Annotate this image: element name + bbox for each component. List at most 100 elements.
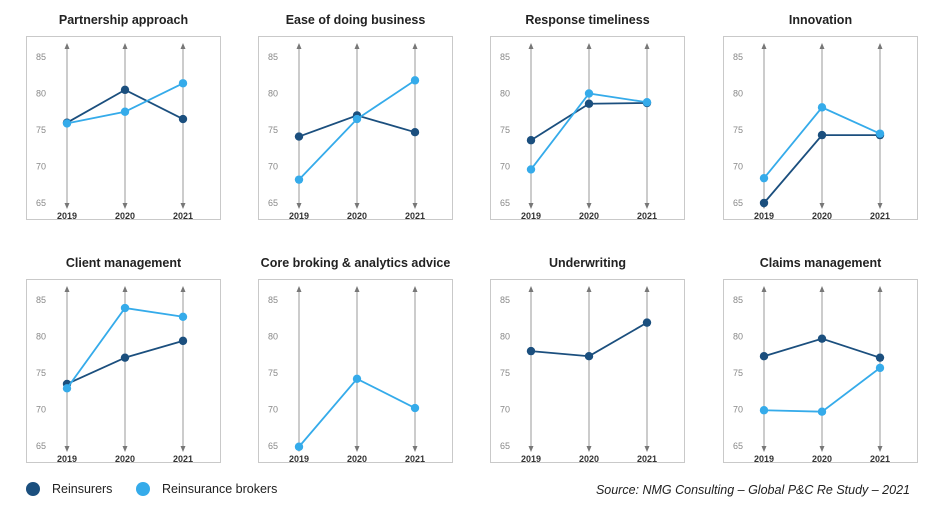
axis-arrow-down xyxy=(644,203,650,209)
data-point-reinsurance-brokers xyxy=(410,403,420,413)
axis-arrow-up xyxy=(64,286,70,292)
axis-arrow-up xyxy=(528,286,534,292)
axis-arrow-down xyxy=(412,446,418,452)
data-point-reinsurance-brokers xyxy=(584,89,594,98)
data-point-reinsurers xyxy=(817,130,827,140)
chart-panel-core-broking-and-analytics-advice: Core broking & analytics advice 65 70 75 80 8… xyxy=(256,253,455,464)
y-tick-label: 75 xyxy=(733,125,743,135)
y-tick-label: 85 xyxy=(500,295,510,305)
y-tick-label: 65 xyxy=(36,198,46,208)
chart-svg-claims-management: 65 70 75 80 85 2019 2020 2021 xyxy=(733,286,890,464)
x-tick-label: 2020 xyxy=(579,454,599,464)
axis-arrow-up xyxy=(122,286,128,292)
y-tick-label: 85 xyxy=(733,295,743,305)
y-tick-label: 65 xyxy=(36,441,46,451)
chart-title-innovation: Innovation xyxy=(788,13,853,27)
data-point-reinsurance-brokers xyxy=(759,173,769,183)
y-tick-label: 75 xyxy=(268,368,278,378)
axis-arrow-down xyxy=(296,203,302,209)
axis-arrow-up xyxy=(644,43,650,49)
x-tick-label: 2019 xyxy=(754,454,774,464)
axis-arrow-up xyxy=(412,286,418,292)
axis-arrow-up xyxy=(180,43,186,49)
axis-arrow-down xyxy=(819,446,825,452)
legend-brokers-label: Reinsurance brokers xyxy=(162,482,278,496)
axis-arrow-up xyxy=(296,43,302,49)
x-tick-label: 2019 xyxy=(754,211,774,221)
data-point-reinsurance-brokers xyxy=(526,165,536,174)
y-tick-label: 70 xyxy=(733,405,743,415)
chart-svg-innovation: 65 70 75 80 85 2019 2020 2021 xyxy=(733,43,890,221)
plot-area-innovation: 65 70 75 80 85 2019 2020 2021 xyxy=(723,36,918,221)
axis-arrow-up xyxy=(296,286,302,292)
x-tick-label: 2019 xyxy=(57,211,77,221)
data-point-reinsurers xyxy=(410,127,420,137)
y-tick-label: 70 xyxy=(36,162,46,172)
axis-arrow-up xyxy=(819,43,825,49)
chart-panel-partnership-approach: Partnership approach 65 70 75 80 85 2019 2020 20… xyxy=(24,10,223,221)
legend-brokers: Reinsurance brokers xyxy=(136,480,277,498)
y-tick-label: 65 xyxy=(268,441,278,451)
axis-arrow-down xyxy=(877,203,883,209)
axis-arrow-down xyxy=(64,203,70,209)
y-tick-label: 85 xyxy=(268,295,278,305)
y-tick-label: 80 xyxy=(36,89,46,99)
chart-title-response-timeliness: Response timeliness xyxy=(525,13,650,27)
axis-arrow-down xyxy=(819,203,825,209)
chart-svg-ease-of-doing-business: 65 70 75 80 85 2019 2020 2021 xyxy=(268,43,425,221)
data-point-reinsurance-brokers xyxy=(817,103,827,112)
y-tick-label: 75 xyxy=(36,125,46,135)
x-tick-label: 2020 xyxy=(115,454,135,464)
data-point-reinsurance-brokers xyxy=(294,442,304,451)
x-tick-label: 2021 xyxy=(637,454,657,464)
axis-arrow-down xyxy=(354,446,360,452)
y-tick-label: 65 xyxy=(733,441,743,451)
y-tick-label: 65 xyxy=(500,198,510,208)
chart-panel-client-management: Client management 65 70 75 80 85 2019 2020 2021 xyxy=(24,253,223,464)
data-point-reinsurance-brokers xyxy=(875,129,885,138)
axis-arrow-down xyxy=(64,446,70,452)
axis-arrow-up xyxy=(528,43,534,49)
chart-panel-innovation: Innovation 65 70 75 80 85 2019 2020 2021 xyxy=(721,10,920,221)
y-tick-label: 80 xyxy=(733,89,743,99)
axis-arrow-down xyxy=(761,446,767,452)
plot-area-core-broking-and-analytics-advice: 65 70 75 80 85 2019 2020 2021 xyxy=(258,279,453,464)
chart-title-ease-of-doing-business: Ease of doing business xyxy=(285,13,426,27)
x-tick-label: 2020 xyxy=(812,454,832,464)
chart-title-core-broking-and-analytics-advice: Core broking & analytics advice xyxy=(260,256,451,270)
data-point-reinsurers xyxy=(526,346,536,356)
y-tick-label: 80 xyxy=(268,89,278,99)
y-tick-label: 75 xyxy=(733,368,743,378)
legend-reinsurers: Reinsurers xyxy=(26,480,112,498)
plot-area-ease-of-doing-business: 65 70 75 80 85 2019 2020 2021 xyxy=(258,36,453,221)
data-point-reinsurers xyxy=(759,198,769,208)
data-point-reinsurance-brokers xyxy=(120,303,130,313)
data-point-reinsurance-brokers xyxy=(294,175,304,184)
y-tick-label: 85 xyxy=(500,52,510,62)
axis-arrow-up xyxy=(877,43,883,49)
axis-arrow-up xyxy=(122,43,128,49)
chart-panel-underwriting: Underwriting 65 70 75 80 85 2019 2020 2021 xyxy=(488,253,687,464)
axis-arrow-down xyxy=(122,203,128,209)
axis-arrow-up xyxy=(586,286,592,292)
x-tick-label: 2020 xyxy=(347,454,367,464)
x-tick-label: 2021 xyxy=(870,211,890,221)
y-tick-label: 70 xyxy=(268,162,278,172)
x-tick-label: 2019 xyxy=(521,454,541,464)
legend-reinsurers-marker xyxy=(26,482,40,496)
legend-brokers-marker xyxy=(136,482,150,496)
axis-arrow-down xyxy=(122,446,128,452)
y-tick-label: 75 xyxy=(268,125,278,135)
y-tick-label: 85 xyxy=(36,52,46,62)
plot-area-response-timeliness: 65 70 75 80 85 2019 2020 2021 xyxy=(490,36,685,221)
x-tick-label: 2021 xyxy=(405,211,425,221)
data-point-reinsurance-brokers xyxy=(759,406,769,415)
y-tick-label: 70 xyxy=(36,405,46,415)
y-tick-label: 70 xyxy=(268,405,278,415)
y-tick-label: 80 xyxy=(268,332,278,342)
axis-arrow-up xyxy=(586,43,592,49)
axis-arrow-down xyxy=(180,446,186,452)
data-point-reinsurance-brokers xyxy=(178,312,188,321)
x-tick-label: 2019 xyxy=(289,454,309,464)
x-tick-label: 2019 xyxy=(57,454,77,464)
